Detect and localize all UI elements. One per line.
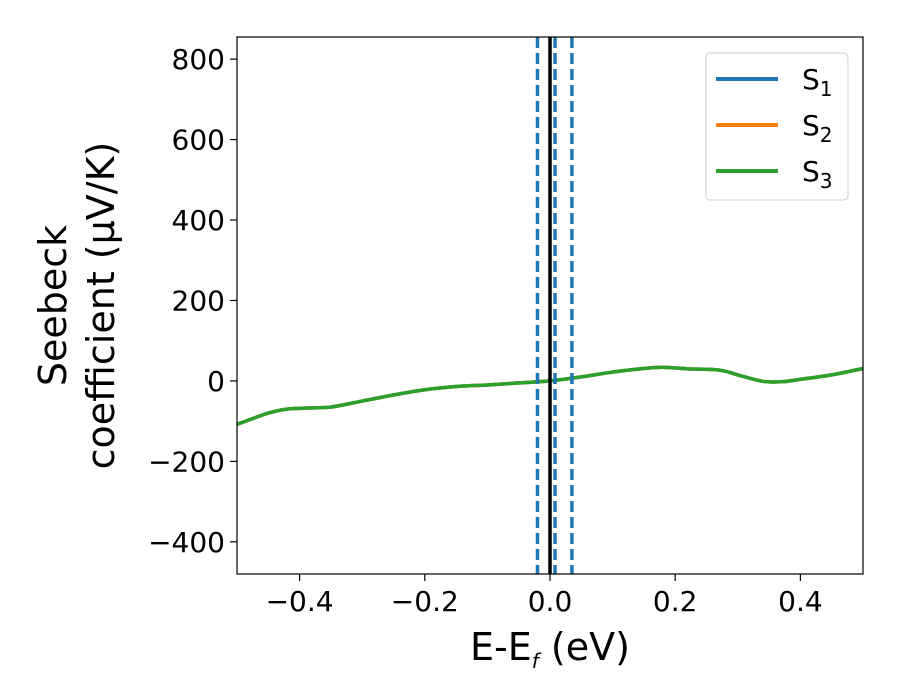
x-axis-label-unit: (eV) [539,625,630,669]
x-tick-label: 0.2 [653,585,698,618]
legend-label-s3: S3 [802,155,833,193]
y-tick-label: 400 [172,204,225,237]
x-tick-label: −0.2 [391,585,459,618]
x-ticks: −0.4 −0.2 0.0 0.2 0.4 [266,574,823,618]
x-tick-label: 0.0 [528,585,573,618]
legend: S1 S2 S3 [705,52,849,201]
series-line-s3 [237,365,863,427]
x-tick-label: −0.4 [266,585,334,618]
y-tick-label: 600 [172,124,225,157]
series-layer [237,365,863,427]
legend-label-s2: S2 [802,109,833,147]
x-axis-label: E-Ef (eV) [470,625,630,673]
legend-label-s1: S1 [802,63,833,101]
y-tick-label: −400 [148,526,225,559]
y-axis-label-line2: coefficient (μV/K) [79,142,123,470]
y-axis-label-line1: Seebeck [31,225,75,386]
x-axis-label-main: E-E [470,625,532,669]
y-tick-label: −200 [148,445,225,478]
y-ticks: −400 −200 0 200 400 600 800 [148,43,237,559]
x-axis-label-sub: f [532,649,542,673]
vertical-lines-layer [535,37,574,574]
y-tick-label: 200 [172,284,225,317]
x-tick-label: 0.4 [778,585,823,618]
y-tick-label: 0 [207,365,225,398]
y-tick-label: 800 [172,43,225,76]
